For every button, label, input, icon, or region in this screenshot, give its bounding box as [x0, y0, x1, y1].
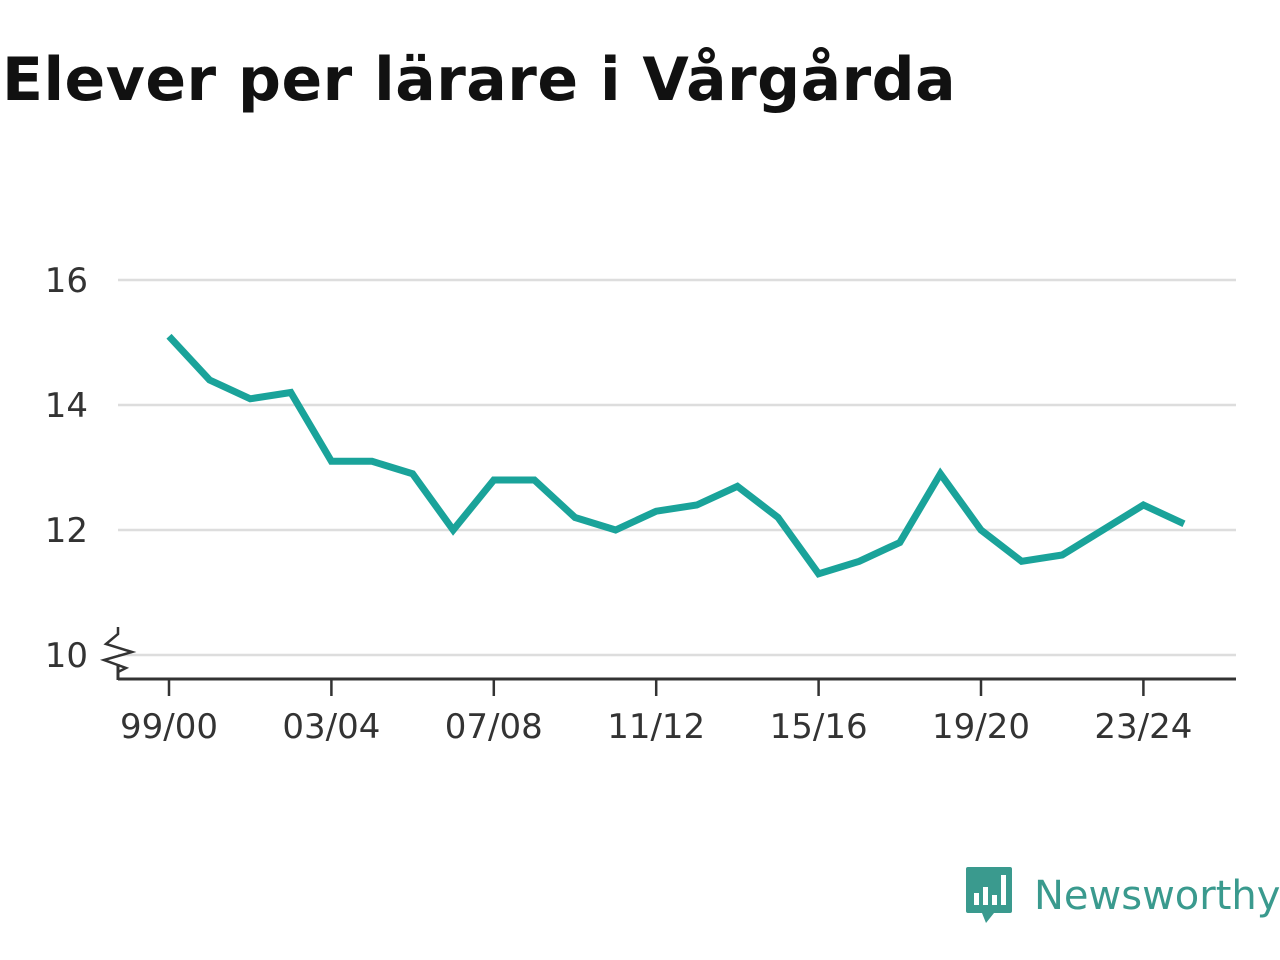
x-tick-label: 07/08 — [445, 707, 543, 747]
x-tick-label: 15/16 — [770, 707, 868, 747]
brand-logo: Newsworthy — [964, 864, 1280, 928]
x-tick-label: 23/24 — [1094, 707, 1192, 747]
y-tick-label: 10 — [45, 636, 88, 676]
series-layer — [166, 333, 1186, 578]
x-tick-label: 11/12 — [607, 707, 705, 747]
brand-name: Newsworthy — [1034, 873, 1280, 919]
x-tick-label: 99/00 — [120, 707, 218, 747]
series-line — [166, 333, 1186, 578]
y-tick-labels: 10 12 14 16 — [45, 261, 88, 676]
x-ticks: 99/00 03/04 07/08 11/12 15/16 19/20 23/24 — [120, 679, 1192, 747]
x-tick-label: 03/04 — [282, 707, 380, 747]
chart-title: Elever per lärare i Vårgårda — [2, 45, 957, 115]
y-axis-break-icon — [99, 627, 137, 674]
y-tick-label: 12 — [45, 511, 88, 551]
y-tick-label: 16 — [45, 261, 88, 301]
x-axis — [99, 627, 1236, 681]
newsworthy-logo-icon — [966, 867, 1012, 923]
y-tick-label: 14 — [45, 386, 88, 426]
x-tick-label: 19/20 — [932, 707, 1030, 747]
grid-lines — [118, 278, 1236, 657]
